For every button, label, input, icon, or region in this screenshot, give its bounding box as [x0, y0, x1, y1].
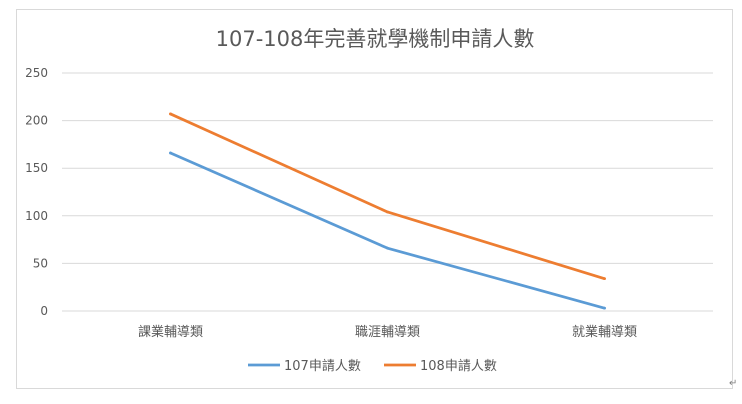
series-line-1: [169, 151, 606, 310]
chart-title: 107-108年完善就學機制申請人數: [216, 27, 535, 51]
legend-label: 108申請人數: [420, 359, 497, 374]
y-tick-label: 100: [25, 209, 48, 223]
data-point: [386, 246, 389, 250]
data-point: [386, 210, 389, 214]
y-tick-label: 0: [40, 304, 48, 318]
y-axis-ticks: 0 50 100 150 200 250: [25, 66, 48, 318]
series-lines: [169, 112, 606, 310]
y-tick-label: 200: [25, 114, 48, 128]
series-line-2: [169, 112, 606, 281]
legend-label: 107申請人數: [284, 359, 361, 374]
data-point: [169, 112, 172, 116]
y-tick-label: 150: [25, 161, 48, 175]
y-tick-label: 50: [33, 256, 48, 270]
paragraph-mark-icon: ↵: [729, 378, 738, 389]
gridlines: [62, 72, 713, 312]
legend: 107申請人數 108申請人數: [248, 359, 497, 374]
x-axis-ticks: 課業輔導類 職涯輔導類 就業輔導類: [138, 324, 637, 340]
data-point: [169, 151, 172, 155]
x-tick-label: 就業輔導類: [572, 324, 637, 340]
x-tick-label: 課業輔導類: [138, 324, 203, 340]
x-tick-label: 職涯輔導類: [355, 325, 420, 340]
data-point: [603, 306, 606, 310]
y-tick-label: 250: [25, 66, 48, 80]
data-point: [603, 277, 606, 281]
chart-frame: [16, 9, 733, 389]
